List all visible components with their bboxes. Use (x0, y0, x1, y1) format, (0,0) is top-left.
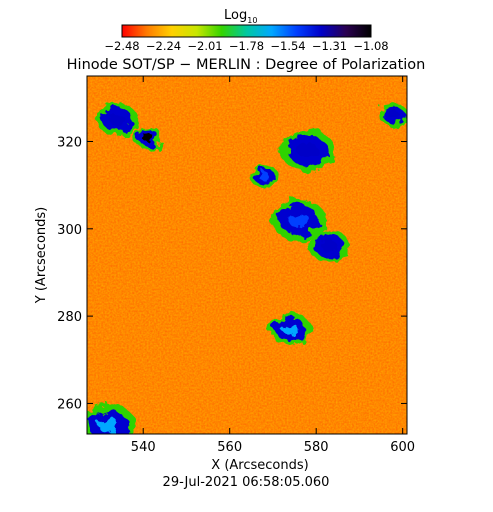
map-noise (87, 76, 407, 434)
plot-frame (86, 75, 408, 435)
x-tick-label: 580 (304, 440, 329, 455)
high-polarization-region (132, 125, 163, 149)
colorbar-tick-label: −1.54 (270, 39, 305, 53)
x-axis-label: X (Arcseconds) (211, 458, 308, 473)
high-polarization-region (96, 103, 139, 136)
colorbar (121, 24, 372, 38)
polarization-map (87, 76, 407, 434)
x-tick-label: 560 (217, 440, 242, 455)
x-tick-label: 540 (131, 440, 156, 455)
chart-title: Hinode SOT/SP − MERLIN : Degree of Polar… (67, 57, 426, 73)
axis-ticks: 540 560 580 600 260 280 300 320 (57, 76, 415, 455)
x-tick-label: 600 (390, 440, 415, 455)
y-axis-label: Y (Arcseconds) (34, 207, 49, 304)
y-tick-label: 300 (57, 223, 82, 238)
colorbar-ticks: −2.48 −2.24 −2.01 −1.78 −1.54 −1.31 −1.08 (104, 39, 388, 53)
colorbar-tick-label: −2.24 (146, 39, 181, 53)
high-polarization-region (87, 404, 136, 434)
colorbar-label: Log10 (224, 8, 257, 25)
colorbar-tick-label: −2.01 (187, 39, 222, 53)
high-polarization-region (280, 129, 335, 172)
colorbar-tick-label: −1.31 (312, 39, 347, 53)
timestamp: 29-Jul-2021 06:58:05.060 (163, 475, 330, 490)
colorbar-tick-label: −2.48 (104, 39, 139, 53)
y-tick-label: 320 (57, 135, 82, 150)
high-polarization-region (269, 313, 312, 346)
high-polarization-region (308, 230, 351, 263)
colorbar-tick-label: −1.08 (353, 39, 388, 53)
high-polarization-region (249, 165, 279, 188)
y-tick-label: 260 (57, 397, 82, 412)
high-polarization-region (379, 104, 407, 127)
high-polarization-region (271, 199, 327, 241)
colorbar-tick-label: −1.78 (229, 39, 264, 53)
y-tick-label: 280 (57, 310, 82, 325)
